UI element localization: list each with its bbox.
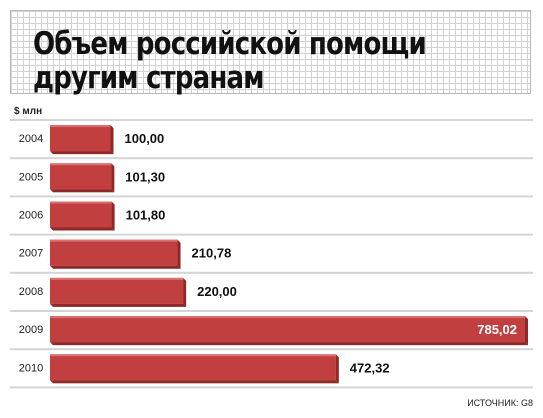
bar-side-2005 [111,163,115,193]
row-separator [10,233,533,236]
bar-side-2009 [525,316,528,346]
bar-bottom-2009 [50,342,528,346]
category-label-2008: 2008 [19,286,43,298]
category-label-2007: 2007 [19,248,43,260]
row-separator [10,310,533,312]
bar-highlight-2005 [50,163,112,166]
category-label-2010: 2010 [19,362,43,374]
bar-side-2010 [335,354,339,384]
title-line-1: Объем российской помощи [33,26,427,62]
bar-highlight-2010 [50,354,336,357]
value-label-2009: 785,02 [477,322,517,337]
bar-highlight-2008 [50,277,184,280]
bar-bottom-2004 [50,151,114,155]
category-label-2009: 2009 [19,324,43,336]
category-label-2005: 2005 [19,171,43,183]
row-separator [10,195,533,198]
unit-label: $ млн [14,106,43,117]
chart-title: Объем российской помощи другим странам [33,26,427,96]
row-separator [10,271,533,274]
value-label-2007: 210,78 [192,246,232,261]
bar-bottom-2005 [50,189,115,193]
bar-highlight-2009 [50,316,525,319]
value-label-2006: 101,80 [126,208,166,223]
bar-2006 [50,201,112,228]
source-note: ИСТОЧНИК: G8 [467,398,533,408]
row-separator [10,348,533,351]
bar-side-2006 [111,201,115,231]
bar-bottom-2008 [50,303,187,307]
bar-2010 [50,354,336,381]
bar-side-2007 [177,239,181,269]
row-separator [10,119,533,121]
bar-2005 [50,163,112,190]
bar-bottom-2007 [50,265,181,269]
title-line-2: другим странам [33,60,265,96]
value-label-2004: 100,00 [125,131,165,146]
bar-2004 [50,125,111,152]
value-label-2005: 101,30 [125,169,165,184]
bar-side-2004 [110,125,114,155]
row-separator-bottom [10,386,533,389]
bar-2009 [50,316,525,343]
value-label-2010: 472,32 [350,360,390,375]
category-label-2006: 2006 [19,210,43,222]
bar-2008 [50,277,184,304]
bar-side-2008 [183,277,187,307]
bar-bottom-2010 [50,380,339,384]
bar-highlight-2004 [50,125,111,128]
bar-highlight-2007 [50,239,178,242]
category-label-2004: 2004 [19,133,43,145]
value-label-2008: 220,00 [197,284,237,299]
bar-bottom-2006 [50,227,115,231]
bar-2007 [50,239,178,266]
row-separator [10,157,533,160]
title-panel: Объем российской помощи другим странам [10,10,531,96]
bar-highlight-2006 [50,201,112,204]
